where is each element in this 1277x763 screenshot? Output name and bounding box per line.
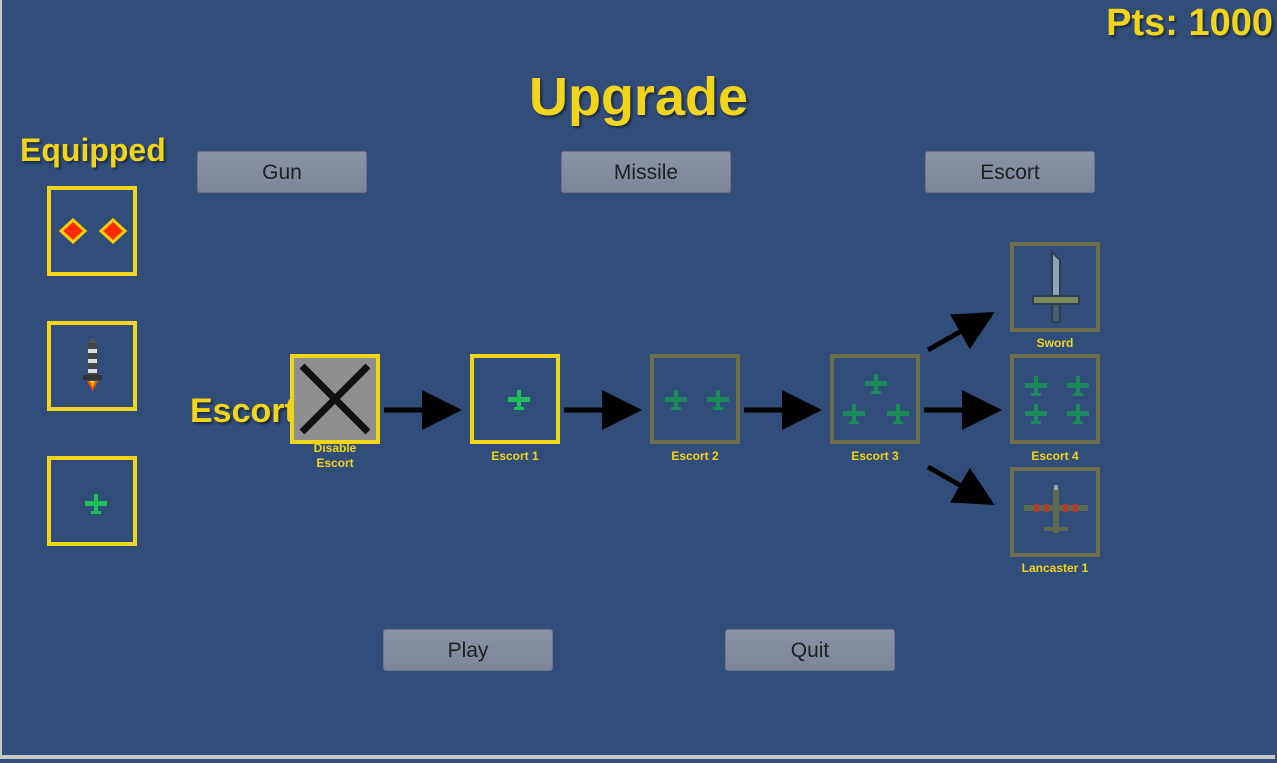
- page-title: Upgrade: [528, 67, 749, 127]
- tab-missile[interactable]: Missile: [561, 151, 731, 193]
- node-label-disable-escort: Disable Escort: [313, 441, 357, 470]
- escort-plane-icon: [1025, 376, 1089, 424]
- arrow-escort3-to-sword: [926, 312, 995, 353]
- escort-plane-icon: [665, 390, 729, 410]
- node-label-escort-1: Escort 1: [491, 449, 539, 463]
- tab-escort[interactable]: Escort: [925, 151, 1095, 193]
- missile-icon: [83, 337, 102, 391]
- node-escort-3[interactable]: [830, 354, 920, 444]
- node-label-lancaster-1: Lancaster 1: [1021, 561, 1089, 575]
- equipped-label: Equipped: [20, 132, 166, 168]
- node-escort-4[interactable]: [1010, 354, 1100, 444]
- sword-icon: [1032, 249, 1080, 323]
- play-button[interactable]: Play: [383, 629, 553, 671]
- gun-icon: [58, 217, 128, 245]
- node-sword[interactable]: [1010, 242, 1100, 332]
- arrow-escort3-to-lancaster1: [926, 464, 995, 505]
- escort-row-label: Escort: [190, 392, 296, 430]
- node-escort-1[interactable]: [470, 354, 560, 444]
- equipped-missile-slot[interactable]: [47, 321, 137, 411]
- escort-plane-icon: [508, 390, 530, 410]
- node-label-escort-3: Escort 3: [851, 449, 899, 463]
- node-label-escort-4: Escort 4: [1031, 449, 1079, 463]
- equipped-escort-slot[interactable]: [47, 456, 137, 546]
- tab-gun[interactable]: Gun: [197, 151, 367, 193]
- close-icon: [294, 358, 376, 440]
- escort-plane-icon: [843, 374, 909, 424]
- node-label-sword: Sword: [1036, 336, 1074, 350]
- bomber-plane-icon: [1024, 485, 1088, 533]
- node-lancaster-1[interactable]: [1010, 467, 1100, 557]
- escort-plane-icon: [85, 494, 107, 514]
- node-escort-2[interactable]: [650, 354, 740, 444]
- quit-button[interactable]: Quit: [725, 629, 895, 671]
- points-counter: Pts: 1000: [1106, 2, 1273, 44]
- equipped-gun-slot[interactable]: [47, 186, 137, 276]
- node-disable-escort[interactable]: [290, 354, 380, 444]
- node-label-escort-2: Escort 2: [671, 449, 719, 463]
